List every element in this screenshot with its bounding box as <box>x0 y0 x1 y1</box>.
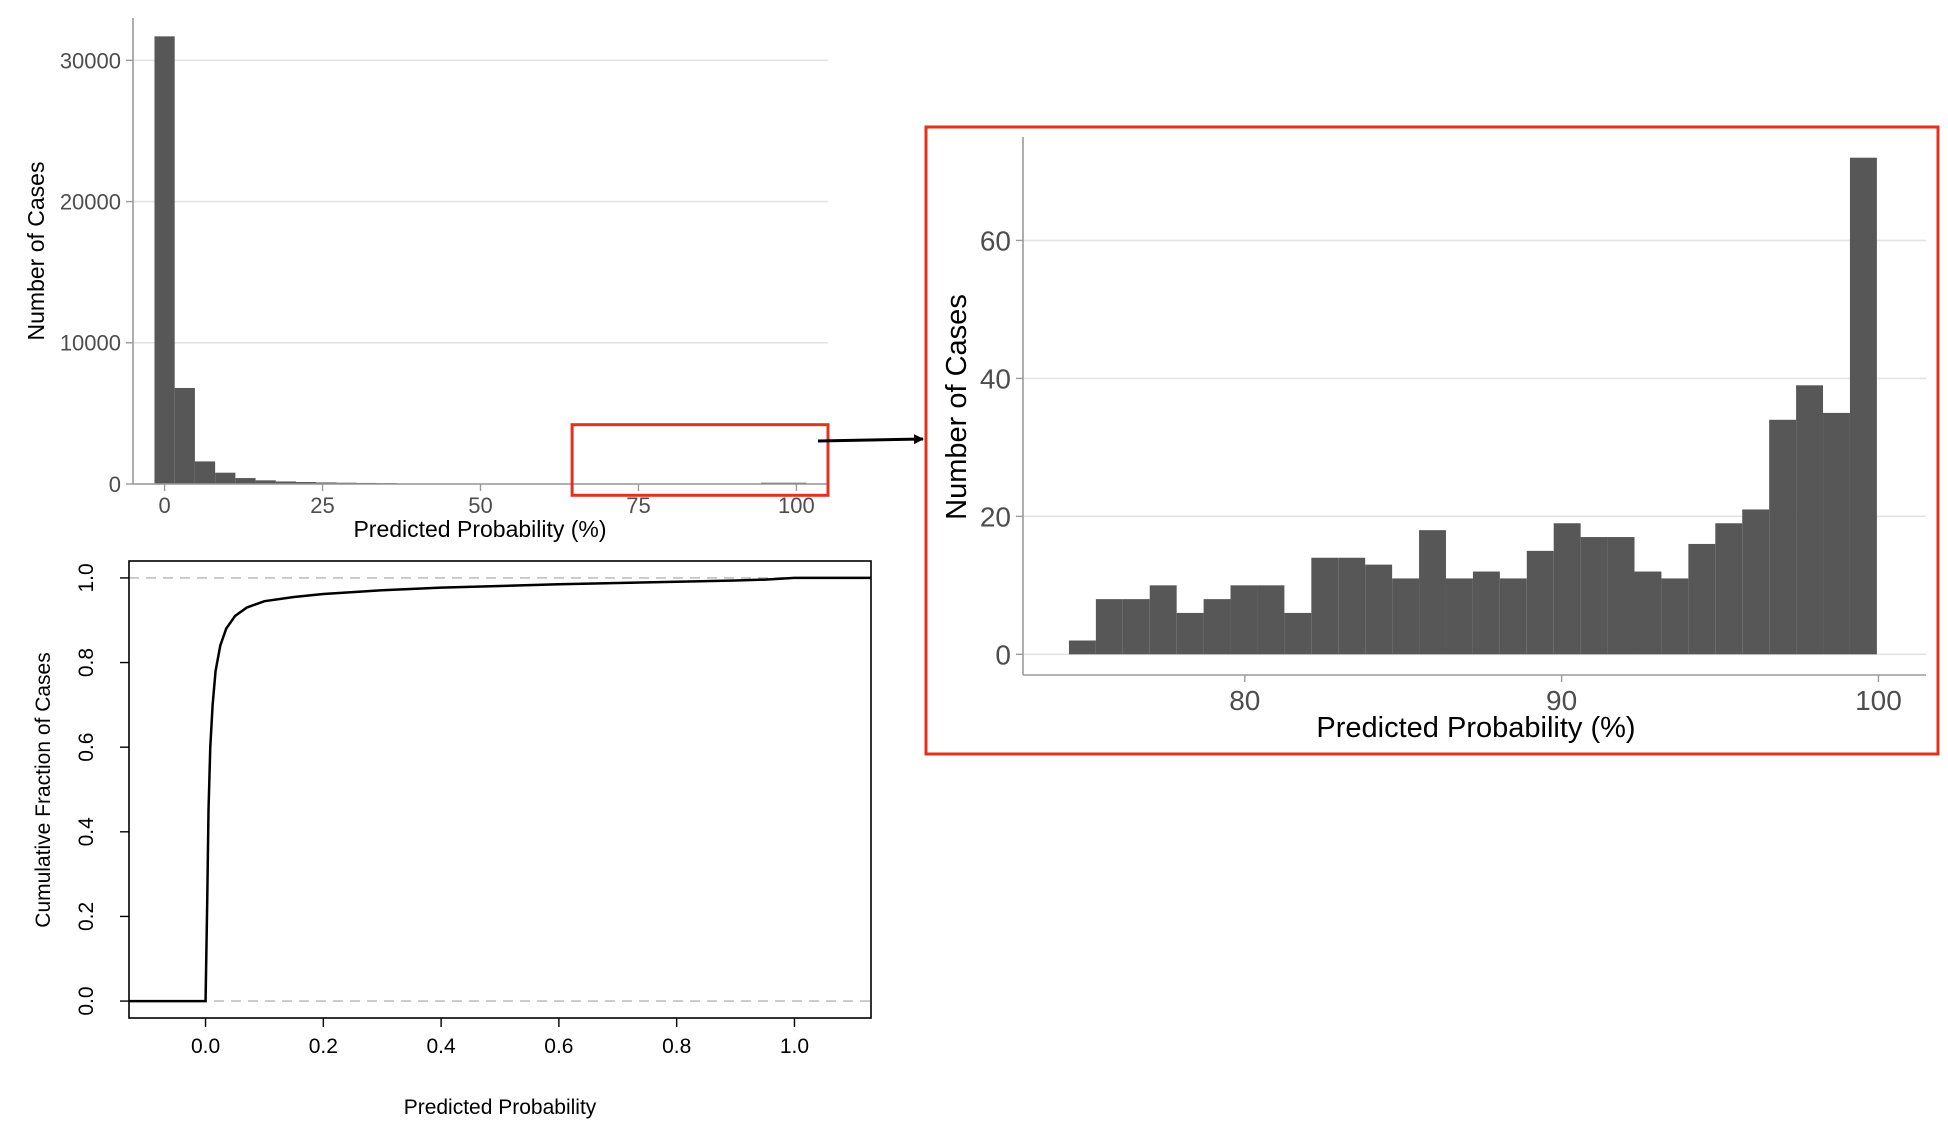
histogram-zoom-bar <box>1068 640 1096 655</box>
histogram-zoom-x-label: Predicted Probability (%) <box>1316 712 1635 744</box>
histogram-zoom-bar <box>1769 419 1797 655</box>
histogram-zoom-bar <box>1311 557 1339 655</box>
histogram-main-panel: 0 25 50 75 100 0 10000 20000 30000 Predicted Pr… <box>23 18 830 542</box>
histogram-main-x-tick-label: 50 <box>468 493 492 518</box>
ecdf-x-tick-label: 0.0 <box>191 1035 220 1058</box>
ecdf-x-tick-label: 0.4 <box>427 1035 457 1058</box>
histogram-zoom-bar <box>1095 599 1123 655</box>
histogram-main-bars <box>154 36 807 485</box>
histogram-zoom-bar <box>1122 599 1150 655</box>
histogram-zoom-bar <box>1742 509 1770 655</box>
histogram-zoom-y-label: Number of Cases <box>941 294 973 520</box>
histogram-zoom-panel: 80 90 100 0 20 40 60 Predicted Probability (%… <box>924 125 1940 756</box>
histogram-zoom-bar <box>1419 530 1446 655</box>
histogram-main-bar <box>275 481 297 484</box>
ecdf-plot-box <box>128 560 872 1019</box>
ecdf-y-tick-label: 0.6 <box>75 733 98 762</box>
histogram-zoom-bar <box>1553 523 1581 655</box>
histogram-zoom-bar <box>1149 585 1177 655</box>
zoom-arrow <box>817 434 924 445</box>
histogram-main-bar <box>235 478 256 484</box>
histogram-zoom-bar <box>1257 585 1285 655</box>
ecdf-y-tick-label: 0.0 <box>75 986 98 1015</box>
histogram-main-bar <box>255 480 276 484</box>
histogram-main-y-tick-label: 0 <box>109 472 121 497</box>
histogram-zoom-x-tick-label: 80 <box>1229 685 1260 716</box>
ecdf-x-tick-label: 0.2 <box>309 1035 338 1058</box>
histogram-zoom-bar <box>1526 550 1554 655</box>
histogram-main-bar <box>215 472 236 484</box>
histogram-main-gridlines <box>133 59 828 485</box>
ecdf-y-tick-label: 0.2 <box>75 902 98 931</box>
histogram-zoom-bar <box>1499 578 1527 655</box>
ecdf-reference-lines <box>129 577 871 1002</box>
histogram-main-x-tick-label: 100 <box>778 493 815 518</box>
histogram-zoom-bar <box>1203 599 1231 655</box>
histogram-main-bar <box>174 387 195 484</box>
histogram-main-bar <box>296 482 317 484</box>
histogram-zoom-bar <box>1230 585 1258 655</box>
histogram-zoom-bar <box>1688 543 1716 655</box>
ecdf-curve <box>129 576 871 1003</box>
ecdf-panel: 0.0 0.2 0.4 0.6 0.8 1.0 0.0 0.2 0.4 0.6 0.8 1.0 Pr… <box>32 560 872 1119</box>
histogram-zoom-y-tick-label: 60 <box>980 226 1011 257</box>
ecdf-y-tick-label: 0.8 <box>75 648 98 677</box>
histogram-main-y-label: Number of Cases <box>23 162 49 341</box>
histogram-zoom-y-tick-label: 40 <box>980 363 1011 394</box>
histogram-zoom-bar <box>1661 578 1689 655</box>
highlight-box <box>570 423 830 497</box>
ecdf-x-label: Predicted Probability <box>404 1096 597 1119</box>
histogram-main-x-tick-label: 25 <box>310 493 334 518</box>
histogram-zoom-bar <box>1796 385 1824 655</box>
ecdf-x-ticks: 0.0 0.2 0.4 0.6 0.8 1.0 <box>191 1018 809 1058</box>
histogram-main-y-tick-label: 20000 <box>60 189 121 214</box>
ecdf-y-label: Cumulative Fraction of Cases <box>32 652 55 927</box>
histogram-main-x-ticks: 0 25 50 75 100 <box>158 484 815 518</box>
histogram-zoom-bar <box>1607 537 1635 655</box>
histogram-zoom-bar <box>1472 571 1500 655</box>
histogram-zoom-bar <box>1365 564 1393 655</box>
histogram-zoom-x-tick-label: 90 <box>1546 685 1577 716</box>
zoom-frame <box>924 125 1940 756</box>
histogram-zoom-bar <box>1849 157 1877 655</box>
histogram-zoom-x-tick-label: 100 <box>1855 685 1902 716</box>
histogram-zoom-bar <box>1634 571 1662 655</box>
histogram-main-x-tick-label: 75 <box>626 493 650 518</box>
ecdf-x-tick-label: 1.0 <box>780 1035 809 1058</box>
histogram-main-y-ticks: 0 10000 20000 30000 <box>60 48 133 497</box>
histogram-zoom-bar <box>1715 523 1743 655</box>
histogram-zoom-x-ticks: 80 90 100 <box>1229 675 1902 716</box>
histogram-zoom-bar <box>1392 578 1420 655</box>
ecdf-y-tick-label: 1.0 <box>75 563 98 592</box>
histogram-main-y-tick-label: 30000 <box>60 48 121 73</box>
ecdf-x-tick-label: 0.6 <box>544 1035 573 1058</box>
histogram-zoom-bar <box>1445 578 1473 655</box>
histogram-main-x-label: Predicted Probability (%) <box>353 516 606 542</box>
histogram-zoom-bar <box>1823 412 1850 655</box>
histogram-zoom-y-tick-label: 20 <box>980 501 1011 532</box>
ecdf-x-tick-label: 0.8 <box>662 1035 691 1058</box>
histogram-main-bar <box>154 36 175 484</box>
histogram-zoom-bar <box>1580 537 1608 655</box>
histogram-zoom-bar <box>1338 557 1366 655</box>
histogram-main-bar <box>194 461 216 484</box>
ecdf-y-ticks: 0.0 0.2 0.4 0.6 0.8 1.0 <box>75 563 129 1016</box>
histogram-zoom-bar <box>1176 612 1204 655</box>
histogram-zoom-bars <box>1068 157 1877 655</box>
histogram-zoom-y-ticks: 0 20 40 60 <box>980 226 1023 670</box>
histogram-main-x-tick-label: 0 <box>158 493 170 518</box>
histogram-zoom-bar <box>1284 612 1312 655</box>
histogram-main-y-tick-label: 10000 <box>60 331 121 356</box>
ecdf-y-tick-label: 0.4 <box>75 817 98 847</box>
histogram-zoom-y-tick-label: 0 <box>995 639 1011 670</box>
